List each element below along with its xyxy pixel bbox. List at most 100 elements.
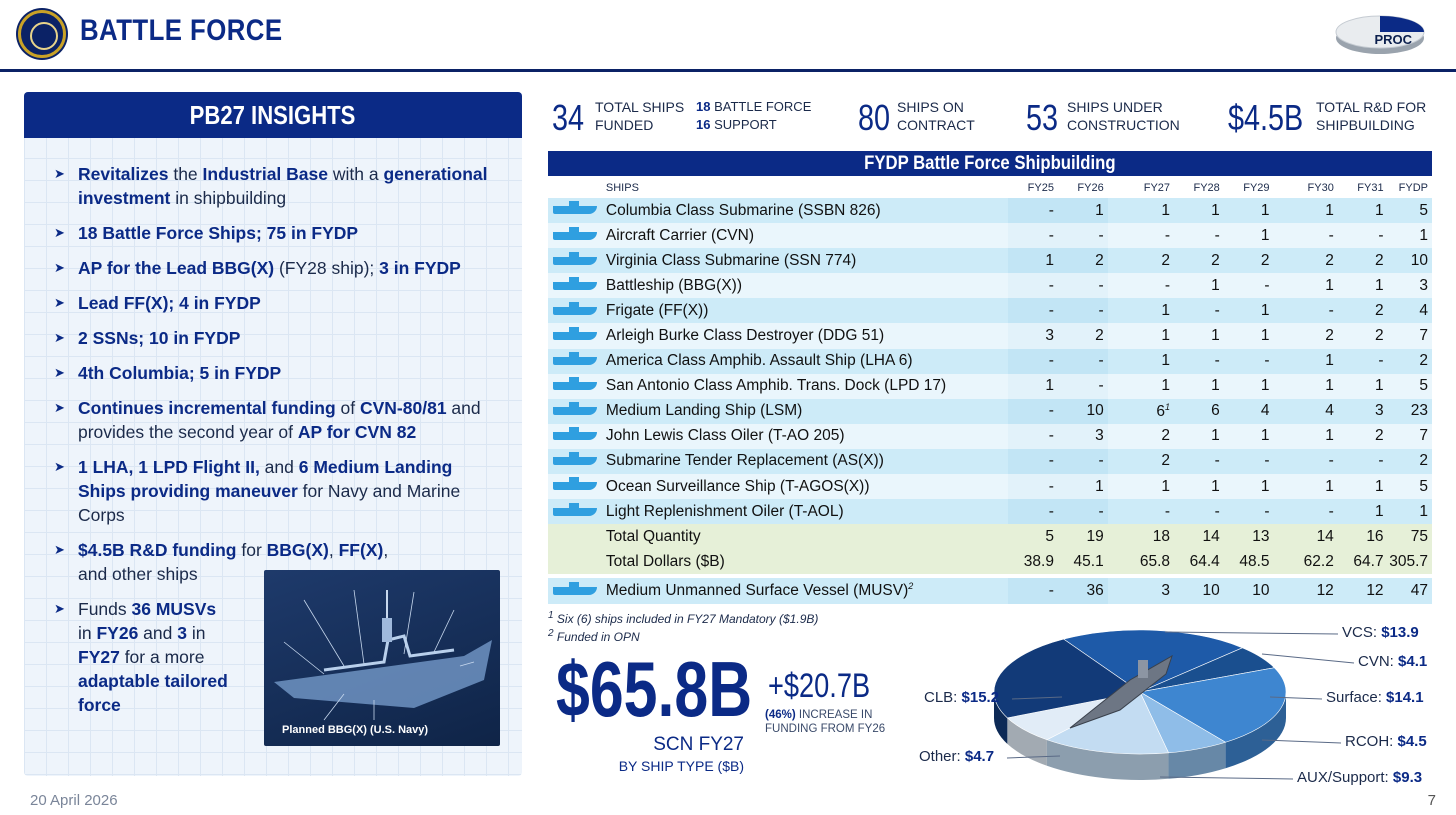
cell-fy28: 2 — [1174, 248, 1224, 274]
cell-fy26: 1 — [1057, 198, 1108, 224]
cell-fy26: - — [1057, 499, 1108, 525]
cell-fy27: 2 — [1107, 248, 1175, 274]
pie-slice-side — [1046, 739, 1169, 780]
table-row: Medium Landing Ship (LSM) -10 61 6 4 4 3 23 — [548, 398, 1432, 424]
scn-pie-chart — [993, 629, 1287, 780]
battle-force-support-breakdown: 18 BATTLE FORCE 16 SUPPORT — [696, 99, 812, 132]
cell-fy31: - — [1337, 448, 1388, 475]
ship-silhouette-icon — [552, 427, 597, 441]
cell-fy29: 1 — [1223, 298, 1274, 324]
cell-fy29: - — [1223, 273, 1274, 299]
cell-fy25: - — [1008, 348, 1058, 374]
pie-slice-side — [994, 692, 1008, 744]
cell-fydp: 7 — [1387, 323, 1432, 349]
cell-fy30: 12 — [1273, 578, 1338, 604]
table-row: John Lewis Class Oiler (T-AO 205) -3 2 1 1 1 2… — [548, 423, 1432, 449]
column-header-fy25: FY25 — [1027, 182, 1054, 194]
cell-fy26: - — [1057, 373, 1108, 399]
cell-fy26: 2 — [1057, 323, 1108, 349]
cell-fy30: - — [1273, 448, 1338, 475]
cell-fydp: 75 — [1387, 524, 1432, 550]
ship-name-cell: Ocean Surveillance Ship (T-AGOS(X)) — [601, 474, 1009, 500]
insight-bullet: AP for the Lead BBG(X) (FY28 ship); 3 in… — [54, 256, 494, 280]
navy-seal-logo — [18, 10, 66, 58]
insight-bullet: 1 LHA, 1 LPD Flight II, and 6 Medium Lan… — [54, 455, 494, 527]
cell-fy27: 1 — [1107, 298, 1175, 324]
pie-slice-label: Surface: $14.1 — [1326, 689, 1424, 706]
cell-fydp: 2 — [1387, 448, 1432, 475]
cell-fy30: 2 — [1273, 323, 1338, 349]
cell-fy26: 10 — [1057, 398, 1108, 424]
table-header-row: SHIPS FY25 FY26 FY27 FY28 FY29 FY30 FY31… — [548, 178, 1432, 198]
ship-silhouette-icon — [552, 502, 597, 516]
cell-fy26: - — [1057, 348, 1108, 374]
cell-fydp: 2 — [1387, 348, 1432, 374]
cell-fydp: 1 — [1387, 223, 1432, 249]
cell-fy31: 2 — [1337, 248, 1388, 274]
insights-panel: PB27 INSIGHTS Revitalizes the Industrial… — [24, 92, 522, 776]
cell-fy30: 1 — [1273, 198, 1338, 224]
ship-name-cell: Total Dollars ($B) — [601, 549, 1009, 575]
cell-fy30: 14 — [1273, 524, 1338, 550]
insight-bullet: Revitalizes the Industrial Base with a g… — [54, 162, 494, 210]
cell-fy27: - — [1107, 499, 1175, 525]
cell-fy31: 2 — [1337, 298, 1388, 324]
ship-silhouette-icon — [552, 251, 597, 265]
cell-fy25: - — [1008, 578, 1058, 604]
cell-fy26: 1 — [1057, 474, 1108, 500]
table-row: Columbia Class Submarine (SSBN 826) -1 1 1 1… — [548, 198, 1432, 224]
cell-fy25: 1 — [1008, 373, 1058, 399]
cell-fy30: 1 — [1273, 348, 1338, 374]
shipbuilding-table-title: FYDP Battle Force Shipbuilding — [548, 151, 1432, 176]
bbg-x-ship-image: Planned BBG(X) (U.S. Navy) — [264, 570, 500, 746]
cell-fydp: 305.7 — [1387, 549, 1432, 575]
cell-fy28: - — [1174, 223, 1224, 249]
cell-fy25: - — [1008, 474, 1058, 500]
total-dollars-row: Total Dollars ($B) 38.9 45.1 65.8 64.4 48.5 62… — [548, 549, 1432, 575]
cell-fy26: 3 — [1057, 423, 1108, 449]
cell-fy30: 1 — [1273, 373, 1338, 399]
cell-fy29: 4 — [1223, 398, 1274, 424]
cell-fy28: 1 — [1174, 474, 1224, 500]
cell-fy26: 19 — [1057, 524, 1108, 550]
proc-badge-icon — [1335, 15, 1425, 54]
ship-name-cell: Medium Unmanned Surface Vessel (MUSV)2 — [601, 578, 1009, 604]
pie-slice-label: Other: $4.7 — [919, 748, 995, 765]
image-caption: Planned BBG(X) (U.S. Navy) — [282, 724, 429, 736]
cell-fy25: - — [1008, 448, 1058, 475]
ship-silhouette-icon — [552, 301, 597, 315]
cell-fy31: 64.7 — [1337, 549, 1388, 575]
footnote-2: 2 Funded in OPN — [548, 628, 640, 644]
pie-slice — [1046, 691, 1169, 755]
total-rd-label: TOTAL R&D FOR SHIPBUILDING — [1316, 99, 1427, 133]
ship-name-cell: Light Replenishment Oiler (T-AOL) — [601, 499, 1009, 525]
cell-fy27: 1 — [1107, 373, 1175, 399]
cell-fy28: 1 — [1174, 273, 1224, 299]
insight-bullet: 4th Columbia; 5 in FYDP — [54, 361, 494, 385]
ship-name-cell: Virginia Class Submarine (SSN 774) — [601, 248, 1009, 274]
column-header-fy28: FY28 — [1193, 182, 1220, 194]
cell-fy29: 1 — [1223, 373, 1274, 399]
pie-slice — [1139, 667, 1287, 743]
column-header-fy29: FY29 — [1243, 182, 1270, 194]
cell-fy25: - — [1008, 398, 1058, 424]
ship-silhouette-icon — [552, 402, 597, 416]
ship-name-cell: Medium Landing Ship (LSM) — [601, 398, 1009, 424]
cell-fydp: 47 — [1387, 578, 1432, 604]
cell-fy29: 48.5 — [1223, 549, 1274, 575]
page-number: 7 — [1427, 792, 1436, 809]
ships-funded-label: TOTAL SHIPS FUNDED — [595, 99, 685, 133]
cell-fy31: 3 — [1337, 398, 1388, 424]
cell-fy25: - — [1008, 223, 1058, 249]
cell-fy25: - — [1008, 198, 1058, 224]
total-rd-value: $4.5B — [1228, 97, 1304, 138]
scn-sublabel: BY SHIP TYPE ($B) — [618, 758, 744, 774]
insight-bullet: $4.5B R&D funding for BBG(X), FF(X), and… — [54, 538, 394, 586]
ship-name-cell: Frigate (FF(X)) — [601, 298, 1009, 324]
cell-fy31: 1 — [1337, 198, 1388, 224]
cell-fydp: 3 — [1387, 273, 1432, 299]
cell-fy25: 38.9 — [1008, 549, 1058, 575]
table-row: Ocean Surveillance Ship (T-AGOS(X)) -1 1 1 1… — [548, 474, 1432, 500]
ship-name-cell: America Class Amphib. Assault Ship (LHA … — [601, 348, 1009, 374]
cell-fy26: - — [1057, 273, 1108, 299]
